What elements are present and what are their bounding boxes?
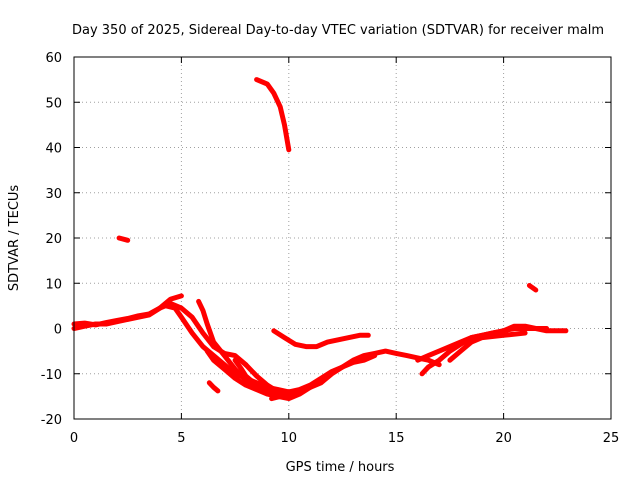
series-arc-mid-2 xyxy=(243,348,442,395)
grid-lines xyxy=(74,57,611,419)
series-arc-low-1 xyxy=(71,301,249,368)
x-axis-label: GPS time / hours xyxy=(286,460,395,475)
y-axis-label: SDTVAR / TECUs xyxy=(7,185,22,292)
series-arc-afternoon-3 xyxy=(447,330,528,363)
tick-labels: 0 5 10 15 20 25 -20 -10 0 10 20 30 40 50 60 xyxy=(41,51,620,446)
y-tick-label: 30 xyxy=(45,187,62,202)
y-tick-label: 40 xyxy=(45,142,62,157)
series-arc-high xyxy=(254,77,292,153)
series-arc-small-1 xyxy=(116,235,131,243)
y-tick-label: 50 xyxy=(45,96,62,111)
plot-frame xyxy=(73,56,612,420)
x-tick-label: 15 xyxy=(388,431,405,446)
x-tick-label: 10 xyxy=(281,431,298,446)
y-tick-label: -10 xyxy=(41,368,62,383)
series-arc-short xyxy=(206,380,221,394)
x-tick-label: 25 xyxy=(603,431,620,446)
y-tick-label: 0 xyxy=(54,323,62,338)
y-tick-label: 20 xyxy=(45,232,62,247)
x-tick-label: 5 xyxy=(177,431,185,446)
series-arc-small-2 xyxy=(526,283,539,293)
y-tick-label: 60 xyxy=(45,51,62,66)
y-tick-label: 10 xyxy=(45,277,62,292)
chart-title: Day 350 of 2025, Sidereal Day-to-day VTE… xyxy=(72,23,604,38)
series-arc-return xyxy=(271,328,371,350)
series-arc-mid-3 xyxy=(269,393,292,402)
x-tick-label: 0 xyxy=(70,431,78,446)
x-tick-label: 20 xyxy=(495,431,512,446)
data-series xyxy=(71,77,569,402)
y-tick-label: -20 xyxy=(41,413,62,428)
